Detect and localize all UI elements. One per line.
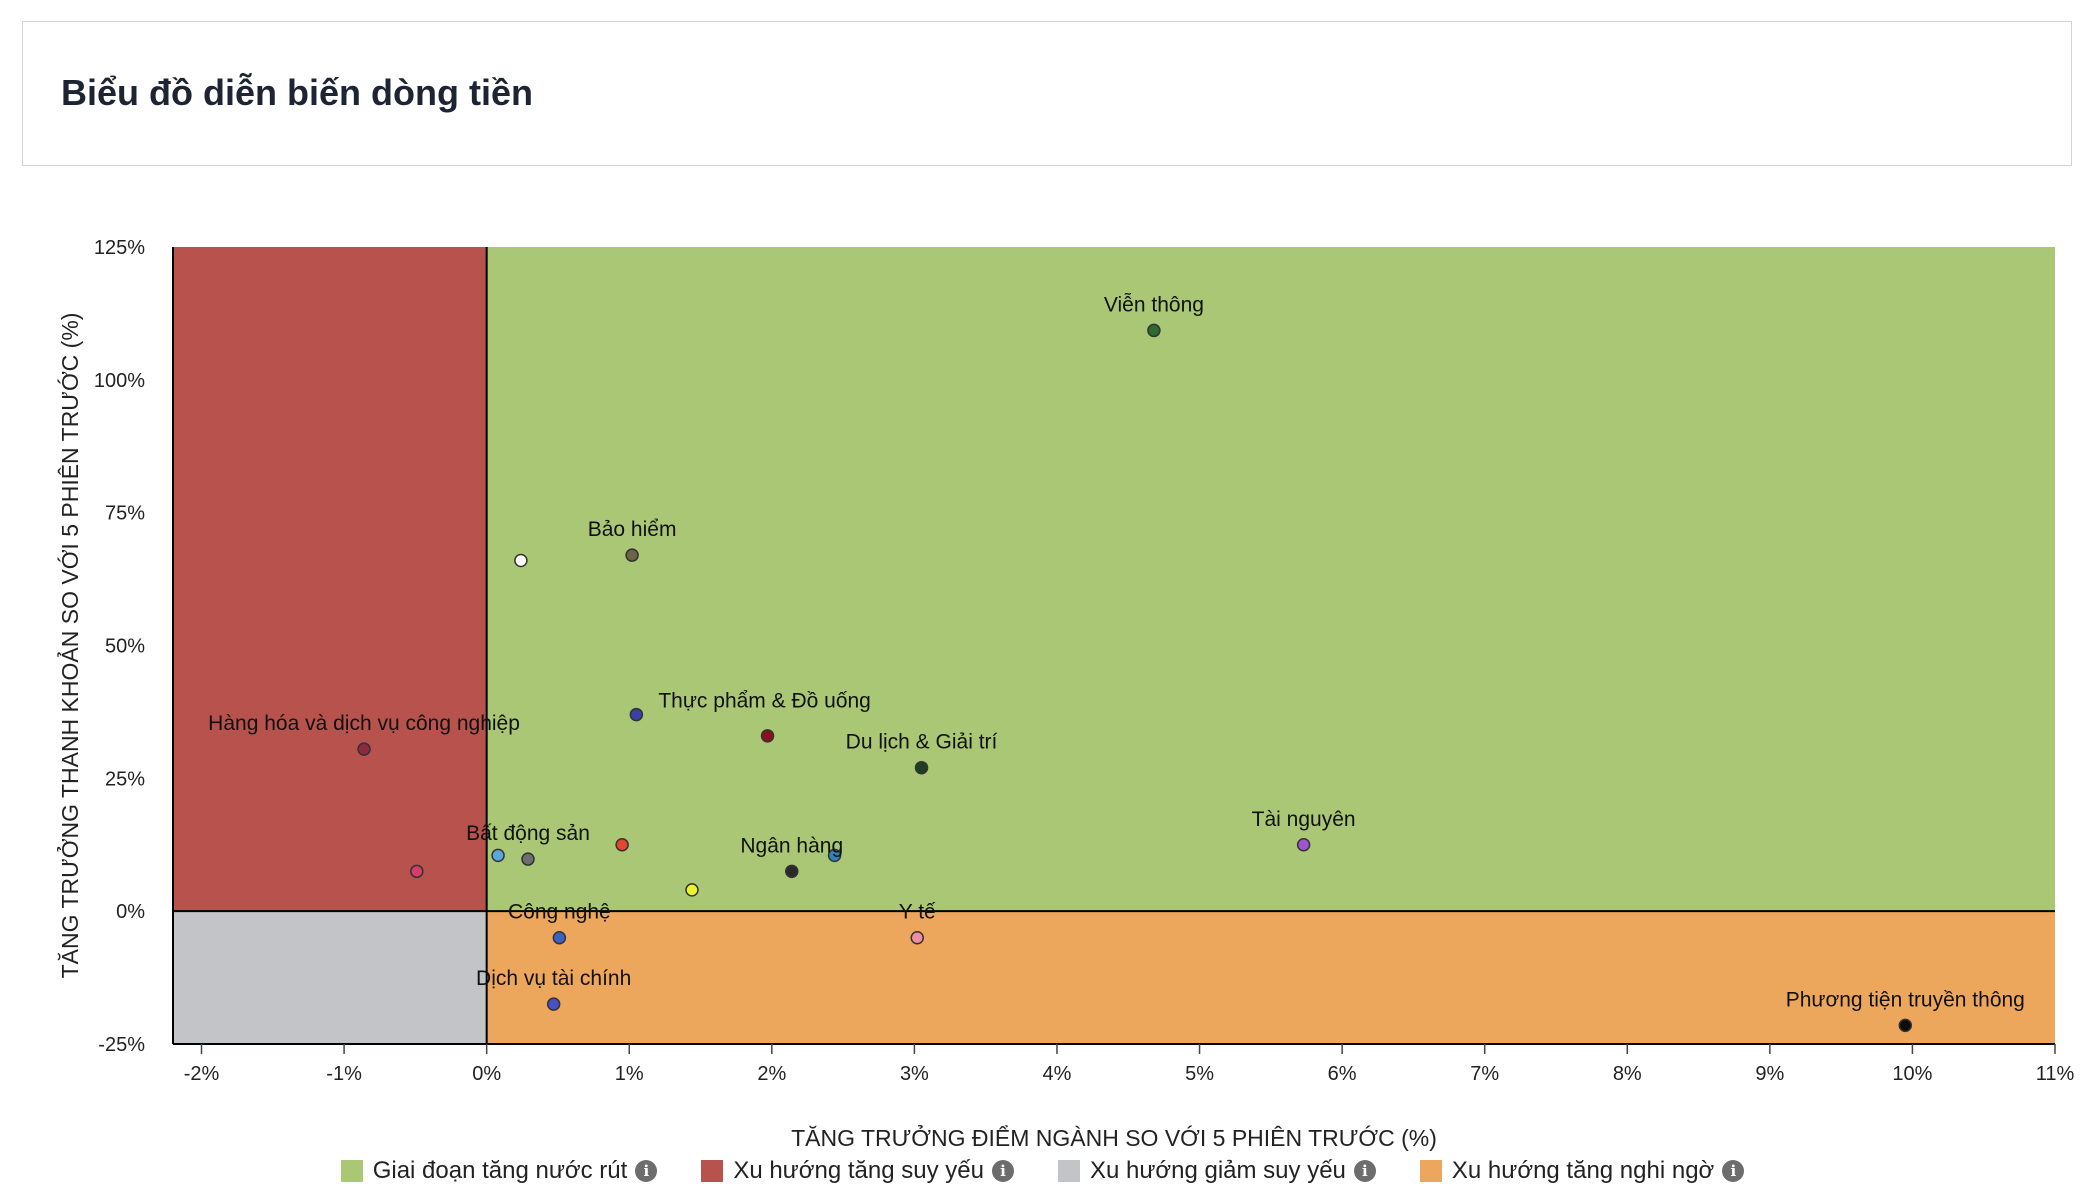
chart-legend: Giai đoạn tăng nước rút i Xu hướng tăng su… [0, 1157, 2085, 1185]
point-label-bao-hiem: Bảo hiểm [588, 518, 677, 541]
x-tick-label: 4% [1043, 1063, 1072, 1085]
page-title: Biểu đồ diễn biến dòng tiền [61, 72, 533, 113]
legend-label: Giai đoạn tăng nước rút [372, 1157, 628, 1184]
y-axis-title: TĂNG TRƯỞNG THANH KHOẢN SO VỚI 5 PHIÊN T… [55, 313, 83, 979]
y-tick-label: 100% [94, 370, 145, 392]
point-dich-vu-tai-chinh[interactable] [546, 997, 561, 1011]
legend-swatch [701, 1160, 724, 1182]
x-tick-label: 1% [615, 1063, 644, 1085]
legend-item-xu-huong-giam-suy-yeu[interactable]: Xu hướng giảm suy yếu i [1057, 1157, 1376, 1185]
legend-label: Xu hướng tăng suy yếu [733, 1157, 984, 1184]
quadrant-giai-doan-tang-nuoc-rut [486, 247, 2056, 912]
legend-label: Xu hướng tăng nghi ngờ [1451, 1157, 1715, 1184]
point-cong-nghe[interactable] [552, 930, 567, 945]
info-icon[interactable]: i [635, 1160, 658, 1182]
point-bao-hiem[interactable] [625, 548, 639, 562]
point-label-dich-vu-tai-chinh: Dịch vụ tài chính [476, 967, 631, 990]
quadrant-xu-huong-tang-nghi-ngo [486, 911, 2056, 1044]
quadrant-xu-huong-giam-suy-yeu [173, 911, 487, 1044]
x-tick-label: 2% [757, 1063, 786, 1085]
legend-item-xu-huong-tang-suy-yeu[interactable]: Xu hướng tăng suy yếu i [701, 1157, 1014, 1185]
point-label-du-lich-giai-tri: Du lịch & Giải trí [846, 731, 998, 754]
legend-item-giai-doan-tang-nuoc-rut[interactable]: Giai đoạn tăng nước rút i [340, 1157, 658, 1185]
y-tick-label: 25% [105, 768, 145, 790]
data-point[interactable] [491, 848, 505, 863]
data-point[interactable] [615, 838, 629, 852]
x-tick-label: 9% [1755, 1063, 1784, 1085]
point-label-thuc-pham-do-uong: Thực phẩm & Đồ uống [658, 690, 871, 713]
point-label-bat-dong-san: Bất động sản [466, 822, 590, 845]
point-hang-hoa-va-dich-vu-cong-nghiep[interactable] [357, 742, 371, 756]
x-tick-label: 3% [900, 1063, 929, 1085]
data-point[interactable] [760, 729, 775, 743]
info-icon[interactable]: i [1353, 1160, 1376, 1182]
y-tick-label: -25% [98, 1034, 145, 1056]
point-label-tai-nguyen: Tài nguyên [1252, 808, 1356, 831]
x-tick-label: -2% [184, 1063, 220, 1085]
quadrant-xu-huong-tang-suy-yeu [173, 247, 487, 912]
y-tick-label: 0% [116, 901, 145, 923]
data-point[interactable] [685, 883, 699, 897]
legend-label: Xu hướng giảm suy yếu [1089, 1157, 1346, 1184]
legend-swatch [1057, 1160, 1080, 1182]
x-tick-label: 6% [1328, 1063, 1357, 1085]
point-y-te[interactable] [910, 930, 924, 945]
data-point[interactable] [827, 848, 842, 863]
point-label-y-te: Y tế [899, 901, 936, 924]
point-labels: Viễn thông Bảo hiểm Thực phẩm & Đồ uống Du … [208, 293, 2025, 1011]
data-points [357, 323, 1913, 1033]
legend-swatch [340, 1160, 363, 1182]
chart-axes [172, 247, 2056, 1054]
point-thuc-pham-do-uong[interactable] [629, 707, 644, 722]
x-tick-label: 8% [1613, 1063, 1642, 1085]
data-point[interactable] [514, 553, 528, 568]
info-icon[interactable]: i [991, 1160, 1014, 1182]
data-point[interactable] [410, 864, 424, 879]
legend-item-xu-huong-tang-nghi-ngo[interactable]: Xu hướng tăng nghi ngờ i [1419, 1157, 1745, 1185]
point-bat-dong-san[interactable] [521, 852, 535, 866]
point-phuong-tien-truyen-thong[interactable] [1898, 1018, 1913, 1033]
y-tick-label: 50% [105, 636, 145, 658]
x-tick-label: 11% [2036, 1063, 2075, 1085]
y-tick-label: 75% [105, 503, 145, 525]
chart-title-card: Biểu đồ diễn biến dòng tiền [22, 21, 2072, 166]
y-tick-label: 125% [94, 237, 145, 259]
point-tai-nguyen[interactable] [1296, 838, 1311, 852]
x-tick-label: 10% [1892, 1063, 1932, 1085]
x-tick-label: 5% [1185, 1063, 1214, 1085]
info-icon[interactable]: i [1722, 1160, 1745, 1182]
point-label-vien-thong: Viễn thông [1104, 293, 1204, 316]
tick-labels: -2% -1% 0% 1% 2% 3% 4% 5% 6% 7% 8% 9% 10% 11% 125% 100%… [94, 237, 2075, 1085]
x-tick-label: 0% [472, 1063, 501, 1085]
point-ngan-hang[interactable] [785, 864, 799, 879]
x-axis-title: TĂNG TRƯỞNG ĐIỂM NGÀNH SO VỚI 5 PHIÊN TR… [791, 1123, 1437, 1151]
point-label-hang-hoa-va-dich-vu-cong-nghiep: Hàng hóa và dịch vụ công nghiệp [208, 712, 520, 735]
x-tick-label: 7% [1470, 1063, 1499, 1085]
quadrant-backgrounds [173, 247, 2056, 1044]
point-label-ngan-hang: Ngân hàng [740, 834, 843, 857]
point-vien-thong[interactable] [1147, 323, 1161, 338]
point-label-cong-nghe: Công nghệ [508, 901, 611, 924]
point-du-lich-giai-tri[interactable] [914, 760, 929, 775]
legend-swatch [1419, 1160, 1442, 1182]
x-tick-label: -1% [326, 1063, 362, 1085]
point-label-phuong-tien-truyen-thong: Phương tiện truyền thông [1786, 988, 2025, 1011]
